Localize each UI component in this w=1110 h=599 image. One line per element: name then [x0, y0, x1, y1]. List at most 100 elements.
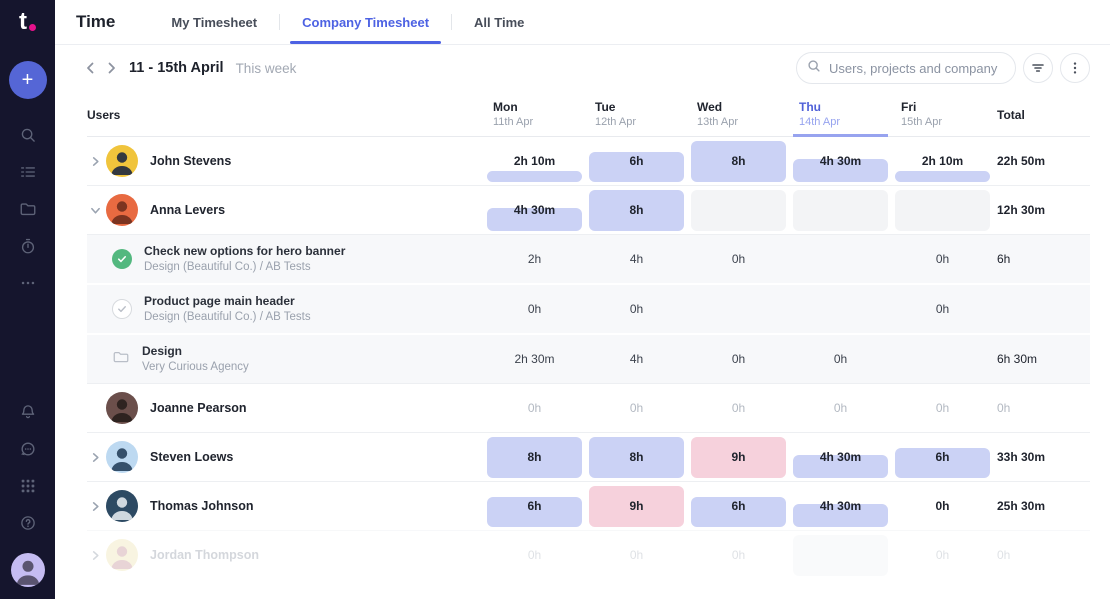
logo-dot: [29, 24, 36, 31]
time-cell[interactable]: 0h: [793, 339, 888, 380]
user-cell: Anna Levers: [87, 186, 480, 234]
time-cell[interactable]: 0h: [895, 486, 990, 527]
task-title[interactable]: Product page main header: [144, 293, 311, 310]
filter-button[interactable]: [1023, 53, 1053, 83]
time-cell[interactable]: 0h: [589, 289, 684, 330]
time-value: 2h 10m: [895, 141, 990, 182]
time-value: 2h 10m: [487, 141, 582, 182]
apps-icon[interactable]: [19, 477, 37, 495]
task-title[interactable]: Check new options for hero banner: [144, 243, 345, 260]
chevron-right-icon[interactable]: [88, 501, 102, 512]
total-column-header: Total: [997, 108, 1090, 122]
empty-time-cell[interactable]: [691, 190, 786, 231]
add-button[interactable]: +: [9, 61, 47, 99]
user-name[interactable]: Thomas Johnson: [150, 499, 253, 513]
tab-company-timesheet[interactable]: Company Timesheet: [280, 0, 451, 44]
timer-icon[interactable]: [19, 237, 37, 255]
more-options-button[interactable]: [1060, 53, 1090, 83]
time-cell[interactable]: 0h: [691, 388, 786, 429]
tasks-icon[interactable]: [19, 163, 37, 181]
day-name: Fri: [901, 99, 990, 115]
task-title[interactable]: Design: [142, 343, 249, 360]
empty-time-cell[interactable]: [895, 190, 990, 231]
user-row: Jordan Thompson0h0h0h0h0h: [87, 530, 1090, 579]
task-text: DesignVery Curious Agency: [142, 343, 249, 376]
task-text: Product page main headerDesign (Beautifu…: [144, 293, 311, 326]
time-cell[interactable]: 0h: [691, 535, 786, 576]
time-value: 9h: [589, 486, 684, 527]
time-cell[interactable]: 0h: [487, 535, 582, 576]
help-icon[interactable]: [19, 514, 37, 532]
time-cell[interactable]: 9h: [589, 486, 684, 527]
blank-cell[interactable]: [793, 239, 888, 280]
time-cell[interactable]: 0h: [895, 289, 990, 330]
tab-all-time[interactable]: All Time: [452, 0, 546, 44]
blank-cell[interactable]: [895, 339, 990, 380]
sidebar-bottom-icons: [11, 403, 45, 599]
search-icon[interactable]: [19, 126, 37, 144]
time-value: 0h: [793, 388, 888, 429]
time-cell[interactable]: 0h: [487, 289, 582, 330]
time-value: 4h: [589, 239, 684, 280]
task-row: Check new options for hero bannerDesign …: [87, 234, 1090, 283]
total-value: 0h: [997, 401, 1090, 415]
time-value: 4h 30m: [793, 486, 888, 527]
prev-week-button[interactable]: [81, 58, 101, 78]
time-cell[interactable]: 4h: [589, 239, 684, 280]
time-cell[interactable]: 4h 30m: [487, 190, 582, 231]
empty-time-cell[interactable]: [793, 535, 888, 576]
time-cell[interactable]: 0h: [895, 535, 990, 576]
more-icon[interactable]: [19, 274, 37, 292]
time-cell[interactable]: 0h: [589, 388, 684, 429]
time-cell[interactable]: 0h: [691, 339, 786, 380]
next-week-button[interactable]: [101, 58, 121, 78]
time-cell[interactable]: 0h: [589, 535, 684, 576]
time-cell[interactable]: 0h: [487, 388, 582, 429]
tab-my-timesheet[interactable]: My Timesheet: [149, 0, 279, 44]
user-cell: Thomas Johnson: [87, 482, 480, 530]
time-cell[interactable]: 4h 30m: [793, 141, 888, 182]
time-cell[interactable]: 4h 30m: [793, 486, 888, 527]
user-name[interactable]: Jordan Thompson: [150, 548, 259, 562]
chat-icon[interactable]: [19, 440, 37, 458]
blank-cell[interactable]: [793, 289, 888, 330]
time-cell[interactable]: 8h: [487, 437, 582, 478]
time-cell[interactable]: 8h: [589, 437, 684, 478]
time-cell[interactable]: 2h 10m: [487, 141, 582, 182]
avatar: [106, 539, 138, 571]
time-cell[interactable]: 9h: [691, 437, 786, 478]
time-cell[interactable]: 8h: [691, 141, 786, 182]
time-cell[interactable]: 0h: [793, 388, 888, 429]
empty-time-cell[interactable]: [793, 190, 888, 231]
chevron-right-icon[interactable]: [88, 452, 102, 463]
search-box[interactable]: [796, 52, 1016, 84]
time-cell[interactable]: 2h 10m: [895, 141, 990, 182]
time-cell[interactable]: 2h: [487, 239, 582, 280]
search-input[interactable]: [827, 60, 1005, 77]
time-cell[interactable]: 2h 30m: [487, 339, 582, 380]
user-name[interactable]: John Stevens: [150, 154, 231, 168]
time-cell[interactable]: 0h: [895, 388, 990, 429]
time-cell[interactable]: 6h: [487, 486, 582, 527]
time-cell[interactable]: 0h: [691, 239, 786, 280]
profile-avatar[interactable]: [11, 553, 45, 587]
time-value: 4h 30m: [487, 190, 582, 231]
time-cell[interactable]: 6h: [691, 486, 786, 527]
time-cell[interactable]: 6h: [589, 141, 684, 182]
time-cell[interactable]: 4h 30m: [793, 437, 888, 478]
chevron-right-icon[interactable]: [88, 156, 102, 167]
time-cell[interactable]: 8h: [589, 190, 684, 231]
time-cell[interactable]: 4h: [589, 339, 684, 380]
time-value: 6h: [895, 437, 990, 478]
user-name[interactable]: Joanne Pearson: [150, 401, 247, 415]
time-cell[interactable]: 6h: [895, 437, 990, 478]
chevron-down-icon[interactable]: [88, 205, 102, 216]
chevron-right-icon[interactable]: [88, 550, 102, 561]
avatar: [106, 392, 138, 424]
blank-cell[interactable]: [691, 289, 786, 330]
folder-icon[interactable]: [19, 200, 37, 218]
user-name[interactable]: Steven Loews: [150, 450, 233, 464]
user-name[interactable]: Anna Levers: [150, 203, 225, 217]
bell-icon[interactable]: [19, 403, 37, 421]
time-cell[interactable]: 0h: [895, 239, 990, 280]
